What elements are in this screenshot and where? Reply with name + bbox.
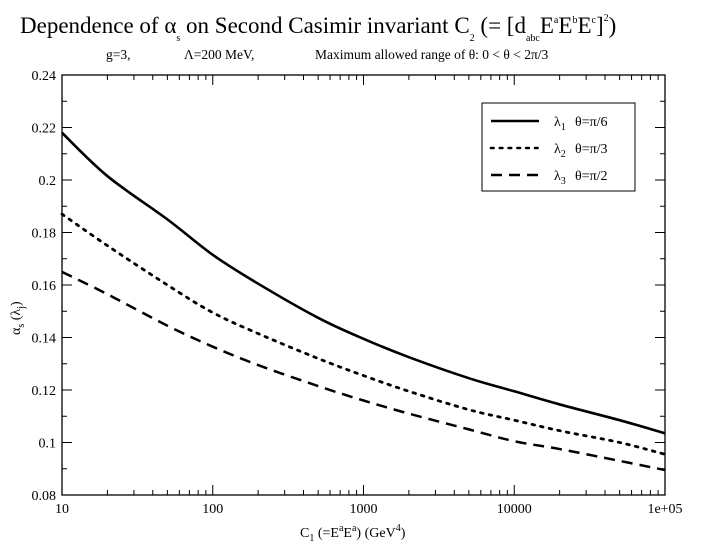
y-tick-label: 0.12 — [32, 384, 57, 399]
x-tick-label: 100 — [202, 502, 223, 517]
subtitle-g: g=3, — [106, 47, 131, 62]
y-tick-label: 0.22 — [32, 122, 57, 137]
subtitle-theta-range: Maximum allowed range of θ: 0 < θ < 2π/3 — [315, 47, 549, 62]
legend-label-lambda2: λ2 — [554, 142, 566, 160]
x-axis-label: C1 (=EaEa) (GeV4) — [300, 523, 406, 544]
y-tick-label: 0.08 — [32, 489, 57, 504]
y-tick-label: 0.24 — [32, 69, 57, 84]
subtitle-lambda: Λ=200 MeV, — [184, 47, 254, 62]
legend-theta-lambda2: θ=π/3 — [575, 142, 608, 157]
x-tick-label: 10 — [55, 502, 69, 517]
x-tick-label: 1e+05 — [647, 502, 682, 517]
legend-label-lambda1: λ1 — [554, 115, 566, 133]
y-tick-label: 0.2 — [39, 174, 57, 189]
chart-title: Dependence of αs on Second Casimir invar… — [20, 13, 616, 44]
legend-theta-lambda3: θ=π/2 — [575, 169, 608, 184]
series-line-λ1 — [61, 131, 666, 435]
x-tick-label: 10000 — [497, 502, 532, 517]
y-tick-label: 0.1 — [39, 437, 57, 452]
y-tick-label: 0.14 — [32, 332, 57, 347]
axis-ticks — [61, 74, 666, 496]
x-tick-label: 1000 — [350, 502, 378, 517]
y-tick-label: 0.18 — [32, 227, 57, 242]
y-axis-label: αs (λj) — [9, 301, 27, 335]
tick-labels: 10 100 1000 10000 1e+05 0.08 0.1 0.12 0.14 0.16 0.… — [32, 69, 683, 517]
legend-box — [481, 102, 636, 192]
series-curves — [60, 131, 667, 472]
legend-theta-lambda1: θ=π/6 — [575, 115, 608, 130]
legend-label-lambda3: λ3 — [554, 169, 566, 187]
y-tick-label: 0.16 — [32, 279, 57, 294]
series-line-λ3 — [61, 270, 666, 472]
legend: λ1 θ=π/6 λ2 θ=π/3 λ3 θ=π/2 — [481, 102, 636, 192]
series-line-λ2 — [60, 212, 667, 456]
